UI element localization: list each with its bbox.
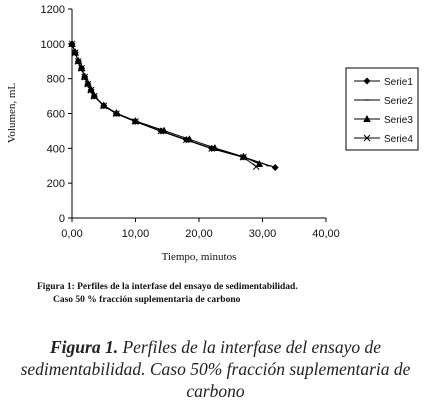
data-point bbox=[240, 153, 247, 161]
y-tick-label: 0 bbox=[59, 213, 65, 225]
data-point bbox=[271, 163, 279, 171]
data-point bbox=[81, 73, 89, 81]
figure-caption-label: Figura 1. bbox=[50, 337, 119, 357]
data-point bbox=[239, 152, 248, 160]
series-2 bbox=[69, 43, 272, 167]
x-tick-label: 20,00 bbox=[185, 228, 213, 240]
y-tick-label: 400 bbox=[47, 143, 65, 155]
data-point-stroke bbox=[113, 110, 120, 118]
y-axis-label: Volumen, mL bbox=[6, 83, 18, 144]
data-point-stroke bbox=[363, 134, 371, 142]
figure-caption: Figura 1. Perfiles de la interfase del e… bbox=[0, 336, 431, 402]
y-tick-label: 800 bbox=[47, 74, 65, 86]
chart: 0 200 400 600 800 1000 1200 0,00 10,00 20,00 30,00… bbox=[6, 4, 419, 263]
data-point bbox=[113, 110, 120, 118]
series-line bbox=[71, 43, 257, 168]
data-point bbox=[84, 80, 92, 88]
data-point-stroke bbox=[157, 127, 165, 135]
legend: Serie1 Serie2 Serie3 Serie4 bbox=[345, 67, 419, 151]
data-point bbox=[252, 163, 260, 170]
series-layer bbox=[68, 39, 279, 171]
data-point-stroke bbox=[240, 153, 247, 161]
data-point bbox=[68, 40, 76, 48]
data-point bbox=[90, 91, 99, 99]
y-tick-label: 600 bbox=[47, 109, 65, 121]
data-point bbox=[157, 127, 165, 135]
x-tick-label: 30,00 bbox=[249, 228, 277, 240]
x-tick-label: 10,00 bbox=[122, 228, 150, 240]
data-point bbox=[74, 58, 82, 65]
legend-label: Serie2 bbox=[384, 96, 413, 107]
data-point bbox=[90, 92, 98, 100]
data-point-stroke bbox=[74, 58, 82, 65]
legend-item: Serie3 bbox=[354, 115, 413, 126]
legend-label: Serie3 bbox=[384, 115, 413, 126]
data-point bbox=[363, 115, 371, 122]
data-point-stroke bbox=[68, 40, 76, 48]
series-1 bbox=[68, 40, 279, 171]
data-point bbox=[363, 77, 371, 85]
data-point bbox=[78, 65, 85, 72]
x-tick-label: 40,00 bbox=[312, 228, 340, 240]
x-axis-label: Tiempo, minutos bbox=[162, 251, 237, 263]
y-tick-label: 1200 bbox=[41, 4, 65, 16]
data-point-stroke bbox=[90, 92, 98, 100]
x-tick-label: 0,00 bbox=[61, 228, 82, 240]
data-point-stroke bbox=[78, 65, 85, 72]
legend-label: Serie1 bbox=[384, 77, 413, 88]
data-point-stroke bbox=[87, 86, 95, 94]
data-point-stroke bbox=[252, 163, 260, 170]
data-point bbox=[182, 136, 190, 144]
data-point bbox=[363, 134, 371, 142]
figure-caption-text: Perfiles de la interfase del ensayo de s… bbox=[20, 337, 411, 401]
legend-item: Serie4 bbox=[354, 134, 413, 145]
data-point-stroke bbox=[71, 49, 79, 57]
series-3 bbox=[68, 39, 264, 168]
data-point bbox=[208, 145, 216, 152]
series-4 bbox=[68, 40, 260, 170]
y-tick-label: 1000 bbox=[41, 39, 65, 51]
inner-caption-line2: Caso 50 % fracción suplementaria de carb… bbox=[53, 295, 241, 305]
series-line bbox=[71, 43, 260, 165]
legend-item: Serie1 bbox=[354, 77, 413, 88]
data-point bbox=[100, 102, 108, 110]
data-point-stroke bbox=[100, 102, 108, 110]
data-point-stroke bbox=[182, 136, 190, 144]
inner-caption-line1: Figura 1: Perfiles de la interfase del e… bbox=[37, 282, 298, 292]
data-point bbox=[71, 49, 79, 57]
data-point-stroke bbox=[84, 80, 92, 88]
data-point-stroke bbox=[132, 118, 139, 125]
data-point bbox=[87, 86, 95, 94]
axes: 0 200 400 600 800 1000 1200 0,00 10,00 20,00 30,00… bbox=[41, 4, 340, 240]
legend-box bbox=[345, 67, 419, 151]
data-point bbox=[132, 118, 139, 125]
data-point-stroke bbox=[208, 145, 216, 152]
data-point bbox=[87, 85, 95, 93]
data-point-stroke bbox=[81, 73, 89, 81]
legend-item: Serie2 bbox=[354, 96, 413, 107]
y-tick-label: 200 bbox=[47, 178, 65, 190]
legend-label: Serie4 bbox=[384, 134, 413, 145]
